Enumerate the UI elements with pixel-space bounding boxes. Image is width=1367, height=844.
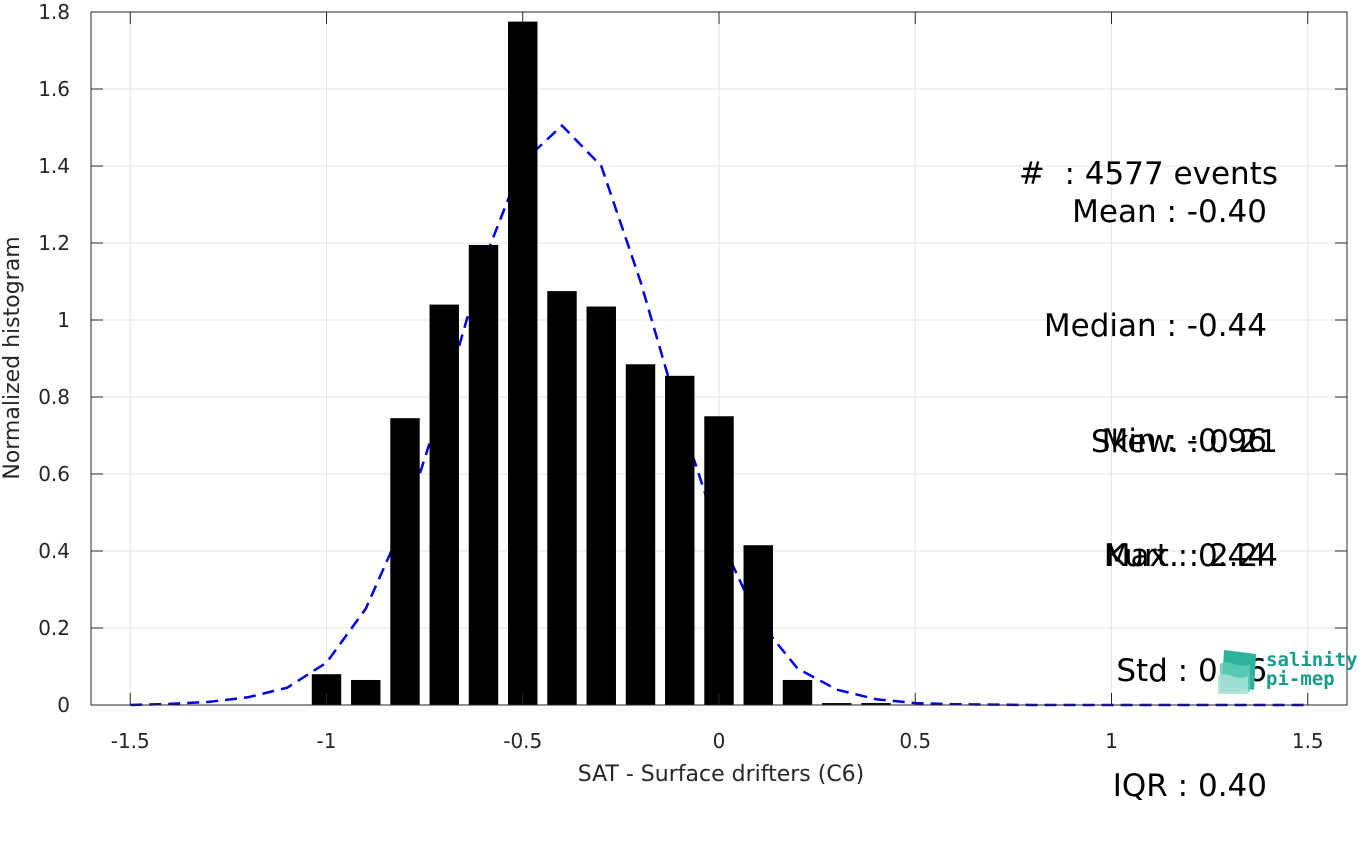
- stats-annotation-shape: Skew. : 0.21 Kurt. : 2.24: [1091, 346, 1278, 614]
- stat-mean: Mean : -0.40: [1072, 193, 1267, 230]
- y-tick-label: 1.8: [38, 0, 70, 24]
- x-tick-label: -1: [317, 729, 337, 753]
- histogram-bar: [390, 418, 420, 705]
- y-tick-labels: 0 0.2 0.4 0.6 0.8 1 1.2 1.4 1.6 1.8: [38, 0, 70, 717]
- histogram-bar: [547, 291, 577, 705]
- histogram-bar: [704, 416, 734, 705]
- x-tick-labels: -1.5 -1 -0.5 0 0.5 1 1.5: [111, 729, 1324, 753]
- y-tick-label: 1.6: [38, 77, 70, 101]
- y-tick-label: 1.2: [38, 231, 70, 255]
- stat-skew: Skew. : 0.21: [1090, 423, 1278, 460]
- histogram-bar: [743, 545, 773, 705]
- x-tick-label: 0.5: [899, 729, 931, 753]
- histogram-bar: [625, 364, 656, 705]
- x-axis-label: SAT - Surface drifters (C6): [578, 762, 865, 785]
- salinity-pimep-logo: salinity pi-mep: [1216, 646, 1358, 696]
- histogram-bar: [586, 306, 616, 705]
- stat-max: Max : 0.44: [1103, 538, 1267, 575]
- histogram-bar: [782, 679, 813, 705]
- stat-count: # : 4577 events: [1018, 155, 1278, 192]
- x-tick-label: -0.5: [503, 729, 542, 753]
- histogram-bar: [665, 375, 695, 705]
- axes-frame: [90, 11, 1348, 706]
- y-tick-label: 1.4: [38, 154, 70, 178]
- histogram-bar: [429, 304, 459, 705]
- bars-layer: [311, 21, 891, 706]
- stats-annotation: # : 4577 events: [1019, 78, 1278, 231]
- logo-wave-icon: [1218, 650, 1256, 694]
- stat-kurt: Kurt. : 2.24: [1105, 538, 1278, 575]
- stat-iqr: IQR : 0.40: [1112, 768, 1267, 805]
- logo-text-salinity: salinity: [1266, 649, 1358, 671]
- y-tick-label: 0.8: [38, 385, 70, 409]
- histogram-bar: [861, 703, 891, 705]
- y-axis-label: Normalized histogram: [0, 236, 25, 479]
- logo-text-pimep: pi-mep: [1266, 668, 1335, 690]
- stat-min: Min : -0.96: [1101, 423, 1267, 460]
- y-tick-label: 0.6: [38, 462, 70, 486]
- x-tick-label: 0: [713, 729, 726, 753]
- x-tick-label: 1.5: [1292, 729, 1324, 753]
- x-tick-label: -1.5: [111, 729, 150, 753]
- histogram-bar: [468, 244, 499, 706]
- y-tick-label: 0: [57, 693, 70, 717]
- histogram-bar: [508, 21, 538, 705]
- histogram-bar: [351, 679, 381, 705]
- stat-median: Median : -0.44: [1043, 308, 1267, 345]
- y-tick-label: 1: [57, 308, 70, 332]
- x-tick-label: 1: [1105, 729, 1118, 753]
- y-tick-label: 0.2: [38, 616, 70, 640]
- histogram-bar: [822, 703, 852, 705]
- y-tick-label: 0.4: [38, 539, 70, 563]
- histogram-chart: -1.5 -1 -0.5 0 0.5 1 1.5 0 0.2 0.4 0.6 0.8 1 1.2 1.4 1…: [0, 0, 1348, 785]
